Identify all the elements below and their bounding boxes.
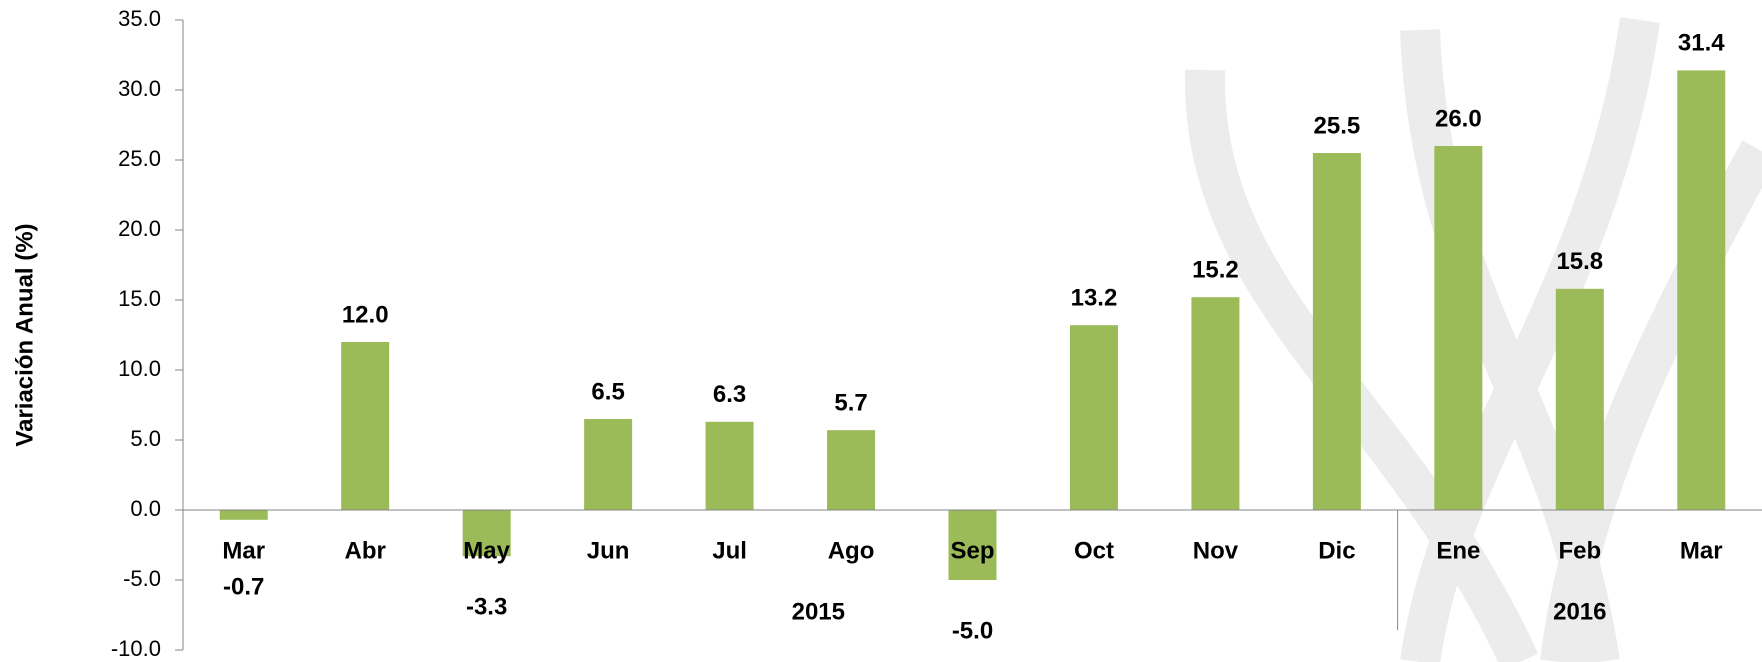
- value-label: -3.3: [466, 594, 507, 621]
- group-label: 2015: [792, 598, 845, 625]
- bar: [219, 510, 268, 520]
- value-label: 31.4: [1678, 30, 1725, 57]
- x-tick-label: Mar: [222, 537, 265, 564]
- x-tick-label: Jul: [712, 537, 747, 564]
- x-tick-label: Abr: [345, 537, 386, 564]
- y-tick-label: 30.0: [118, 76, 161, 101]
- y-tick-label: -10.0: [111, 636, 161, 661]
- value-label: 6.3: [713, 381, 746, 408]
- x-tick-label: Ene: [1436, 537, 1480, 564]
- y-tick-label: 10.0: [118, 356, 161, 381]
- x-tick-label: Ago: [828, 537, 875, 564]
- bar: [1191, 297, 1240, 510]
- value-label: 13.2: [1071, 285, 1118, 312]
- watermark: [1184, 17, 1762, 662]
- value-label: 6.5: [591, 378, 624, 405]
- value-label: -5.0: [952, 617, 993, 644]
- x-tick-label: Feb: [1558, 537, 1601, 564]
- x-tick-label: May: [463, 537, 510, 564]
- bar: [827, 430, 876, 510]
- x-tick-label: Dic: [1318, 537, 1355, 564]
- y-axis-title: Variación Anual (%): [11, 223, 38, 446]
- value-label: 25.5: [1314, 112, 1361, 139]
- y-tick-label: 5.0: [130, 426, 161, 451]
- x-tick-label: Mar: [1680, 537, 1723, 564]
- value-label: 15.8: [1556, 248, 1603, 275]
- x-tick-label: Nov: [1193, 537, 1239, 564]
- bar: [1312, 153, 1361, 510]
- group-label: 2016: [1553, 598, 1606, 625]
- bar: [948, 510, 997, 580]
- x-tick-label: Sep: [950, 537, 994, 564]
- y-tick-label: 35.0: [118, 6, 161, 31]
- y-tick-label: 15.0: [118, 286, 161, 311]
- value-label: -0.7: [223, 573, 264, 600]
- y-tick-label: 0.0: [130, 496, 161, 521]
- bar: [341, 342, 390, 510]
- y-tick-label: 20.0: [118, 216, 161, 241]
- value-label: 26.0: [1435, 105, 1482, 132]
- bar: [1434, 146, 1483, 510]
- bar: [1677, 70, 1726, 511]
- value-label: 5.7: [834, 390, 867, 417]
- value-label: 15.2: [1192, 257, 1239, 284]
- bar: [584, 419, 633, 510]
- x-tick-label: Jun: [587, 537, 630, 564]
- value-label: 12.0: [342, 301, 389, 328]
- bar: [462, 510, 511, 557]
- bar: [1069, 325, 1118, 510]
- bar: [705, 421, 754, 510]
- y-tick-label: -5.0: [123, 566, 161, 591]
- x-tick-label: Oct: [1074, 537, 1114, 564]
- bar: [1555, 288, 1604, 510]
- y-tick-label: 25.0: [118, 146, 161, 171]
